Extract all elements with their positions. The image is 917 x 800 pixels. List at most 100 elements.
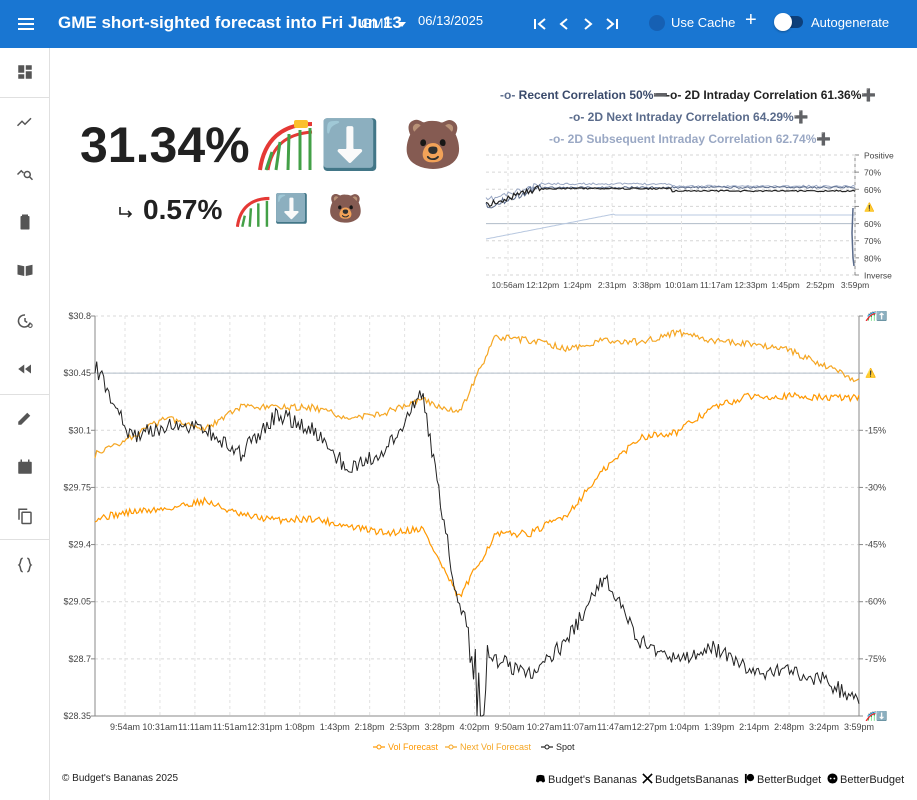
- legend-2d-subsequent-intraday[interactable]: -o- 2D Subsequent Intraday Correlation 6…: [549, 132, 832, 146]
- x-label: 11:11am: [178, 722, 212, 732]
- y-right-label: 🎢⬆️: [865, 310, 887, 321]
- autogenerate-label[interactable]: Autogenerate: [811, 15, 890, 30]
- legend-recent-label: Recent Correlation 50%: [518, 88, 654, 102]
- x-label: 2:18pm: [355, 722, 385, 732]
- dashboard-icon[interactable]: [0, 48, 50, 96]
- sidebar-divider: [0, 539, 50, 540]
- x-label: 4:02pm: [460, 722, 490, 732]
- corr-x-label: 10:56am: [491, 280, 524, 290]
- legend-item[interactable]: Spot: [541, 742, 575, 752]
- reddit-label: BetterBudget: [840, 774, 905, 786]
- y-left-label: $28.7: [68, 654, 91, 664]
- legend-marker: [448, 744, 454, 750]
- calendar-icon[interactable]: [0, 443, 50, 491]
- x-link[interactable]: BudgetsBananas: [642, 773, 739, 786]
- reddit-icon: [827, 773, 838, 784]
- edit-icon[interactable]: [0, 394, 50, 442]
- date-picker[interactable]: 06/13/2025: [418, 13, 484, 28]
- x-label: 10:31am: [142, 722, 177, 732]
- small-roller-coaster-icon: [236, 196, 270, 228]
- forecast-percentage: 31.34%: [80, 117, 250, 173]
- corr-x-label: 3:38pm: [633, 280, 661, 290]
- corr-line-end-spike: [851, 207, 855, 267]
- braces-icon[interactable]: [0, 541, 50, 589]
- corr-line-subsequent: [485, 182, 856, 202]
- query-stats-icon[interactable]: [0, 149, 50, 197]
- corr-x-label: 12:33pm: [734, 280, 767, 290]
- legend-2d-intraday[interactable]: -o- 2D Intraday Correlation 61.36%➕: [666, 88, 877, 102]
- ticker-select[interactable]: GME: [361, 15, 406, 31]
- x-label: BudgetsBananas: [655, 774, 739, 786]
- page-title: GME short-sighted forecast into Fri Jun …: [58, 13, 402, 32]
- last-page-icon[interactable]: [602, 14, 622, 34]
- copy-icon[interactable]: [0, 492, 50, 540]
- toggle-knob: [774, 13, 792, 31]
- x-label: 1:43pm: [320, 722, 350, 732]
- legend-item[interactable]: Next Vol Forecast: [445, 742, 532, 752]
- x-label: 1:39pm: [704, 722, 734, 732]
- y-left-label: $30.45: [63, 368, 91, 378]
- arrow-down-icon: ⬇️: [320, 119, 380, 172]
- minus-icon: ➖: [653, 88, 669, 102]
- app-bar: GME short-sighted forecast into Fri Jun …: [0, 0, 917, 48]
- reddit-link[interactable]: BetterBudget: [827, 773, 904, 786]
- discord-label: Budget's Bananas: [548, 774, 637, 786]
- sidebar: [0, 48, 50, 800]
- sidebar-divider: [0, 394, 50, 395]
- next-icon[interactable]: [578, 14, 598, 34]
- x-label: 2:14pm: [739, 722, 769, 732]
- first-page-icon[interactable]: [530, 14, 550, 34]
- x-label: 1:08pm: [285, 722, 315, 732]
- sidebar-divider: [0, 97, 50, 98]
- y-left-label: $28.35: [63, 711, 91, 721]
- corr-y-label: ⚠️: [864, 202, 875, 212]
- rewind-icon[interactable]: [0, 345, 50, 393]
- history-search-icon[interactable]: [0, 297, 50, 345]
- book-icon[interactable]: [0, 246, 50, 294]
- add-button[interactable]: +: [745, 9, 757, 31]
- corr-x-label: 1:24pm: [563, 280, 591, 290]
- plus-icon: ➕: [793, 110, 809, 124]
- y-right-label: ⚠️: [865, 367, 876, 378]
- corr-y-label: Positive: [864, 151, 894, 161]
- patreon-link[interactable]: BetterBudget: [744, 773, 821, 786]
- legend-label: Spot: [556, 742, 575, 752]
- series-line-vol-forecast: [94, 391, 860, 598]
- battery-icon[interactable]: [0, 198, 50, 246]
- autogenerate-toggle[interactable]: [774, 13, 803, 31]
- x-label: 11:51am: [213, 722, 247, 732]
- legend-2d-next-intraday[interactable]: -o- 2D Next Intraday Correlation 64.29%➕: [569, 110, 809, 124]
- corr-y-label: 60%: [864, 185, 881, 195]
- previous-icon[interactable]: [554, 14, 574, 34]
- use-cache-checkbox[interactable]: [649, 15, 665, 31]
- legend-recent-correlation[interactable]: -o- Recent Correlation 50%➖: [500, 88, 669, 102]
- x-label: 11:07am: [562, 722, 596, 732]
- menu-icon[interactable]: [14, 12, 38, 36]
- forecast-chart: $30.8 🎢⬆️ $30.45 ⚠️ $30.1 -15% $29.75 -30% $29.4…: [63, 310, 887, 752]
- corr-line-intraday: [485, 185, 856, 208]
- x-icon: [642, 773, 653, 784]
- discord-link[interactable]: Budget's Bananas: [535, 773, 637, 786]
- x-label: 3:28pm: [425, 722, 455, 732]
- bear-icon: 🐻: [403, 119, 463, 172]
- copyright: © Budget's Bananas 2025: [62, 773, 179, 784]
- x-label: 12:27pm: [632, 722, 667, 732]
- y-right-label: -60%: [865, 597, 886, 607]
- legend-label: Next Vol Forecast: [460, 742, 532, 752]
- sub-arrow-icon: [119, 207, 133, 218]
- x-label: 3:24pm: [809, 722, 839, 732]
- corr-line-recent: [485, 213, 855, 240]
- legend-item[interactable]: Vol Forecast: [373, 742, 439, 752]
- corr-y-label: 80%: [864, 253, 881, 263]
- discord-icon: [535, 774, 546, 783]
- use-cache-label[interactable]: Use Cache: [671, 15, 736, 30]
- x-label: 3:59pm: [844, 722, 874, 732]
- series-line-spot: [94, 361, 860, 717]
- y-right-label: -30%: [865, 482, 886, 492]
- y-left-label: $29.05: [63, 597, 91, 607]
- y-left-label: $30.8: [68, 311, 91, 321]
- trend-icon[interactable]: [0, 98, 50, 146]
- y-left-label: $30.1: [68, 425, 91, 435]
- y-right-label: -45%: [865, 540, 886, 550]
- x-label: 2:48pm: [774, 722, 804, 732]
